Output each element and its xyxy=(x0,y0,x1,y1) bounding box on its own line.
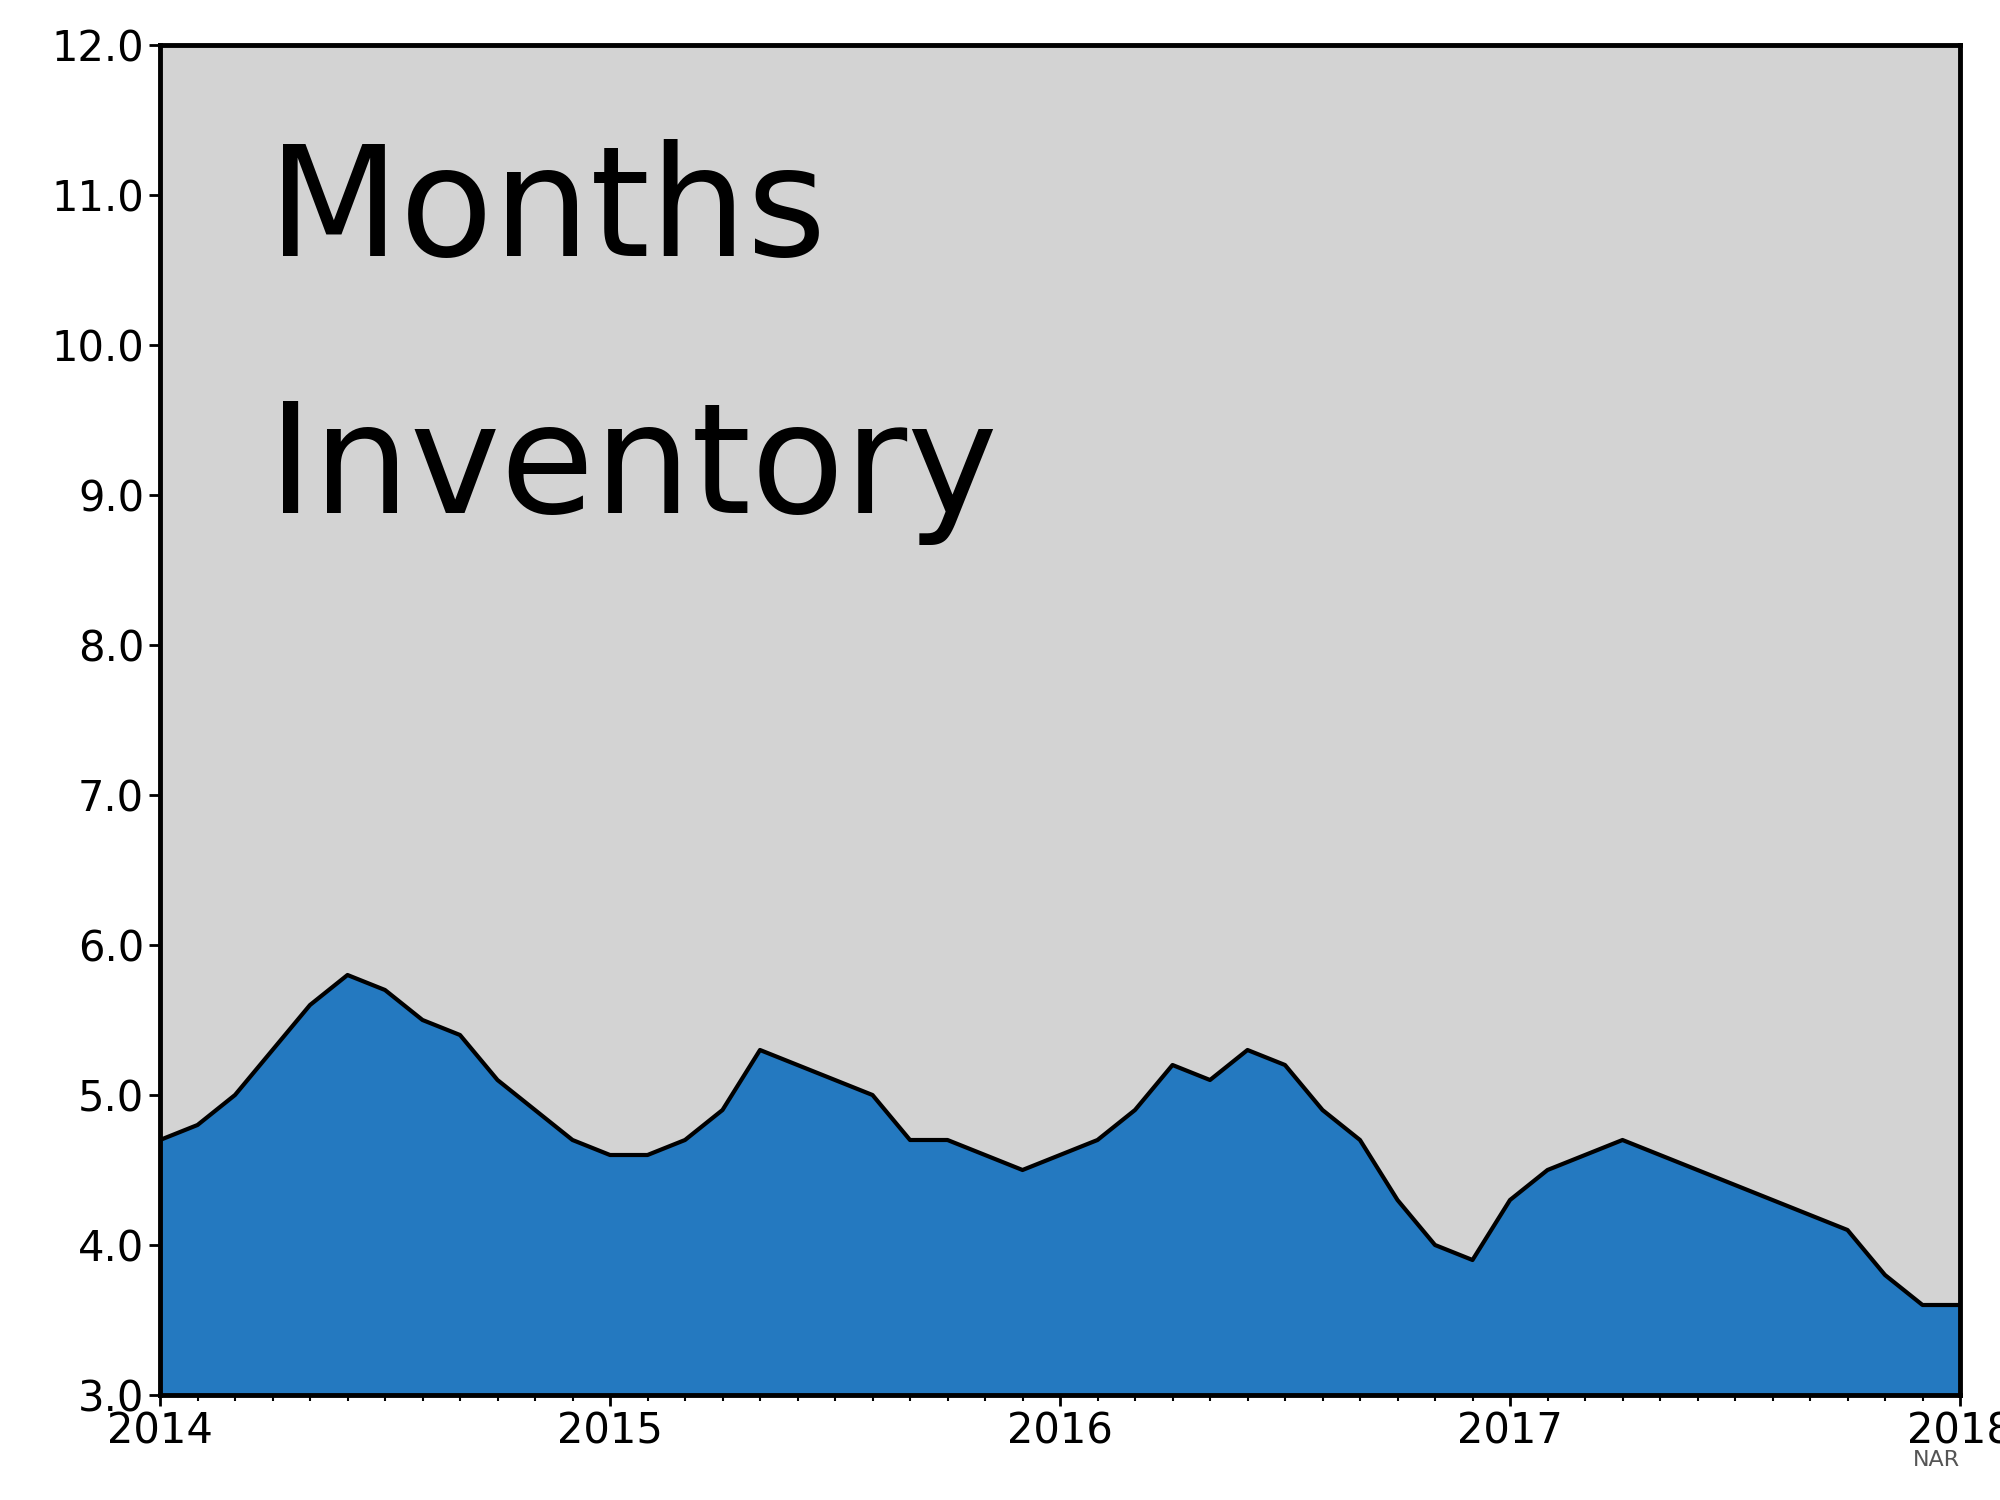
Text: Months: Months xyxy=(268,140,826,288)
Text: NAR: NAR xyxy=(1912,1450,1960,1470)
Text: Inventory: Inventory xyxy=(268,396,998,544)
